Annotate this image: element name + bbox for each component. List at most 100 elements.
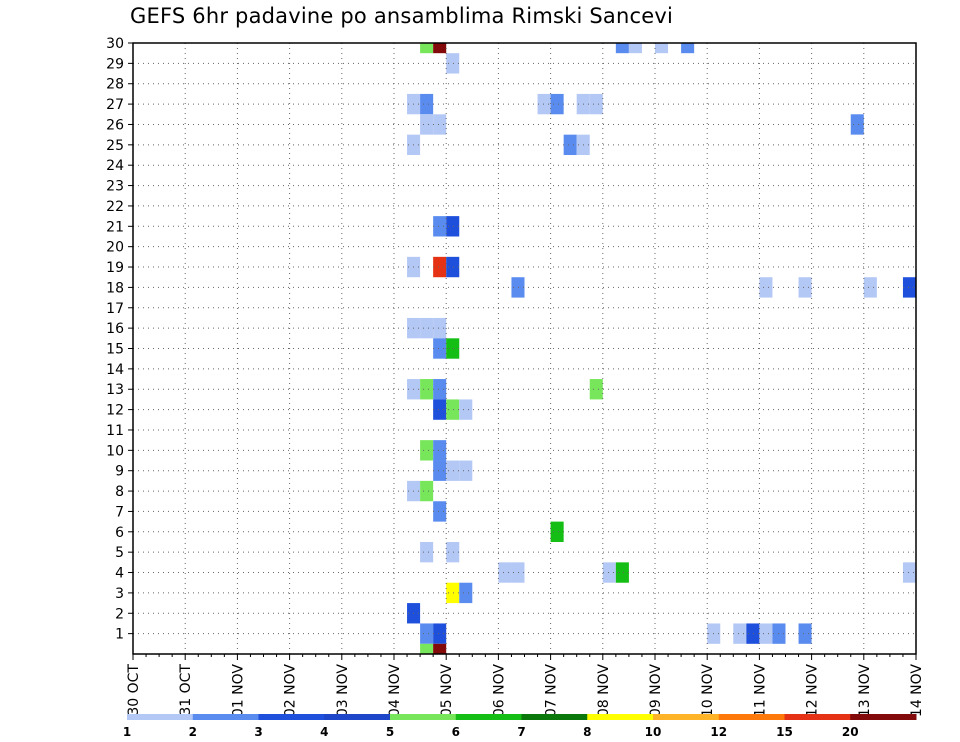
colorbar-segment — [192, 714, 259, 720]
precip-cell — [863, 277, 877, 298]
y-tick-label: 1 — [115, 627, 124, 643]
y-tick-label: 23 — [106, 179, 124, 195]
precip-cell — [902, 277, 916, 298]
precip-cell — [420, 480, 434, 502]
y-tick-label: 7 — [115, 504, 124, 520]
y-tick-label: 21 — [106, 219, 124, 235]
precip-cell — [759, 277, 773, 298]
precip-cell — [433, 338, 447, 359]
precip-cell — [420, 440, 434, 461]
x-tick-label: 09 NOV — [648, 664, 664, 718]
precip-cell — [446, 256, 460, 278]
precip-cell — [550, 93, 564, 115]
colorbar-segment — [390, 714, 457, 720]
y-tick-label: 17 — [106, 301, 124, 317]
y-tick-label: 28 — [106, 77, 124, 93]
precip-cell — [459, 582, 473, 604]
y-tick-label: 24 — [106, 158, 124, 174]
y-tick-label: 9 — [115, 464, 124, 480]
colorbar-segment — [653, 714, 720, 720]
precip-cell — [433, 216, 447, 237]
precip-cell — [550, 521, 564, 542]
precip-cell — [589, 93, 603, 115]
precip-cell — [433, 43, 447, 54]
colorbar-segment — [455, 714, 522, 720]
precip-cell — [602, 562, 616, 583]
colorbar-label: 10 — [645, 725, 662, 739]
precip-cell — [628, 43, 642, 54]
precip-cell — [589, 379, 603, 400]
precip-cell — [746, 623, 760, 644]
colorbar-label: 8 — [583, 725, 591, 739]
y-tick-label: 15 — [106, 342, 124, 358]
colorbar-segment — [718, 714, 785, 720]
colorbar-label: 7 — [517, 725, 525, 739]
y-tick-label: 25 — [106, 138, 124, 154]
precip-cell — [459, 460, 473, 481]
y-tick-label: 16 — [106, 321, 124, 337]
precip-cell — [537, 93, 551, 115]
y-tick-label: 3 — [115, 586, 124, 602]
x-tick-label: 30 OCT — [126, 664, 142, 716]
precip-cell — [420, 114, 434, 135]
y-tick-label: 4 — [115, 566, 124, 582]
colorbar-label: 2 — [189, 725, 197, 739]
precip-cell — [459, 399, 473, 420]
precip-cell — [433, 399, 447, 420]
precip-cell — [798, 277, 812, 298]
colorbar-segment — [258, 714, 325, 720]
y-tick-label: 10 — [106, 443, 124, 459]
precip-cell — [798, 623, 812, 644]
precip-cell — [655, 43, 669, 54]
precip-cell — [433, 460, 447, 481]
precip-cell — [433, 256, 447, 278]
precip-cell — [498, 562, 512, 583]
colorbar-label: 1 — [123, 725, 131, 739]
precip-cell — [420, 541, 434, 563]
y-tick-label: 22 — [106, 199, 124, 215]
y-tick-label: 26 — [106, 117, 124, 133]
precip-cell — [433, 643, 447, 654]
x-tick-label: 02 NOV — [283, 664, 299, 718]
precip-cell — [420, 643, 434, 654]
y-tick-label: 20 — [106, 240, 124, 256]
precip-cell — [446, 460, 460, 481]
x-tick-label: 06 NOV — [491, 664, 507, 718]
y-tick-label: 13 — [106, 382, 124, 398]
y-tick-label: 30 — [106, 36, 124, 52]
y-tick-label: 8 — [115, 484, 124, 500]
precip-cell — [446, 541, 460, 563]
colorbar-segment — [850, 714, 917, 720]
y-tick-label: 19 — [106, 260, 124, 276]
colorbar-label: 3 — [254, 725, 262, 739]
x-tick-label: 03 NOV — [335, 664, 351, 718]
precip-cell — [420, 379, 434, 400]
precip-cell — [446, 53, 460, 74]
precip-cell — [563, 134, 577, 156]
precip-cell — [446, 399, 460, 420]
precip-cell — [446, 582, 460, 604]
precip-cell — [511, 562, 525, 583]
y-tick-label: 12 — [106, 403, 124, 419]
x-tick-label: 07 NOV — [544, 664, 560, 718]
colorbar-segment — [324, 714, 391, 720]
y-tick-label: 27 — [106, 97, 124, 113]
x-tick-label: 10 NOV — [700, 664, 716, 718]
colorbar-label: 4 — [320, 725, 328, 739]
precip-cell — [433, 114, 447, 135]
colorbar-segment — [127, 714, 194, 720]
precip-cell — [902, 562, 916, 583]
precip-cell — [615, 43, 629, 54]
colorbar-label: 15 — [776, 725, 793, 739]
x-tick-label: 04 NOV — [387, 664, 403, 718]
precip-cell — [433, 501, 447, 522]
precip-cell — [511, 277, 525, 298]
colorbar-segment — [587, 714, 654, 720]
y-tick-label: 2 — [115, 606, 124, 622]
x-tick-label: 13 NOV — [857, 664, 873, 718]
x-tick-label: 12 NOV — [805, 664, 821, 718]
x-tick-label: 08 NOV — [596, 664, 612, 718]
precip-cell — [420, 317, 434, 339]
precip-cell — [433, 379, 447, 400]
